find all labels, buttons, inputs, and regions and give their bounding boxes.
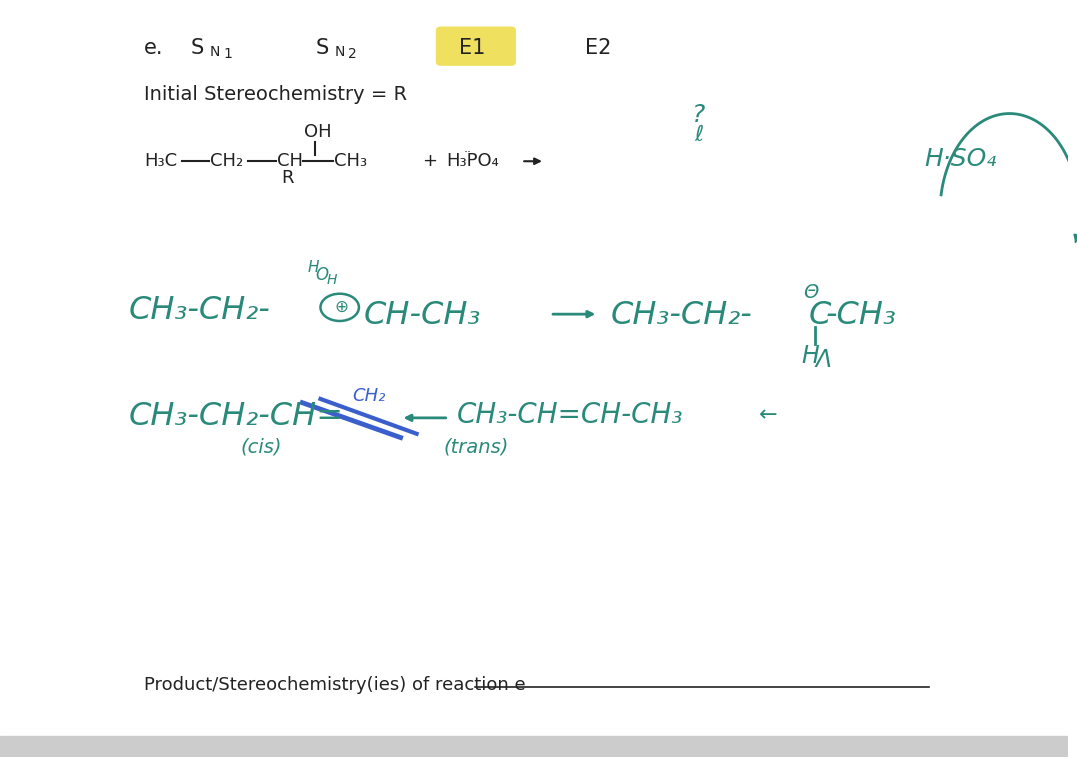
Text: (trans): (trans) (444, 437, 508, 456)
Text: H·SO₄: H·SO₄ (924, 147, 996, 171)
Text: -CH₃: -CH₃ (826, 301, 897, 331)
Text: CH₃-CH₂-: CH₃-CH₂- (128, 295, 270, 326)
Text: H₃C: H₃C (144, 152, 178, 170)
Text: ⊕: ⊕ (334, 298, 348, 316)
Text: H: H (308, 260, 319, 275)
Text: CH₂: CH₂ (210, 152, 243, 170)
Text: ··: ·· (463, 146, 472, 160)
Text: Θ: Θ (803, 283, 819, 303)
Text: ←: ← (758, 405, 778, 425)
Text: e.: e. (144, 38, 164, 58)
Text: CH₃: CH₃ (334, 152, 367, 170)
Text: S: S (191, 38, 204, 58)
Text: N: N (334, 45, 345, 59)
Text: CH: CH (277, 152, 303, 170)
Text: Initial Stereochemistry = R: Initial Stereochemistry = R (144, 85, 407, 104)
Text: (cis): (cis) (240, 437, 282, 456)
Text: CH₃-CH₂-: CH₃-CH₂- (611, 301, 753, 331)
Text: R: R (281, 169, 293, 187)
Text: Product/Stereochemistry(ies) of reaction e: Product/Stereochemistry(ies) of reaction… (144, 676, 526, 694)
Text: O: O (316, 266, 328, 284)
Bar (0, 736, 1068, 757)
FancyBboxPatch shape (436, 26, 516, 66)
Text: S: S (316, 38, 328, 58)
Text: 1: 1 (223, 47, 233, 61)
Text: CH₃-CH₂-CH=: CH₃-CH₂-CH= (128, 401, 344, 431)
Text: E2: E2 (586, 38, 612, 58)
Text: 2: 2 (348, 47, 356, 61)
Text: H: H (327, 273, 337, 287)
Text: N: N (209, 45, 220, 59)
Text: ℓ: ℓ (695, 125, 703, 145)
Text: CH₂: CH₂ (352, 387, 386, 405)
Text: H: H (801, 344, 819, 368)
Text: H₃PO₄: H₃PO₄ (447, 152, 500, 170)
Text: ?: ? (693, 103, 705, 127)
Text: C: C (809, 301, 831, 331)
Text: OH: OH (305, 123, 332, 142)
Text: +: + (422, 152, 437, 170)
Text: Λ: Λ (815, 347, 831, 372)
Text: CH-CH₃: CH-CH₃ (363, 301, 480, 331)
Text: CH₃-CH=CH-CH₃: CH₃-CH=CH-CH₃ (458, 401, 684, 428)
Text: E1: E1 (459, 38, 486, 58)
